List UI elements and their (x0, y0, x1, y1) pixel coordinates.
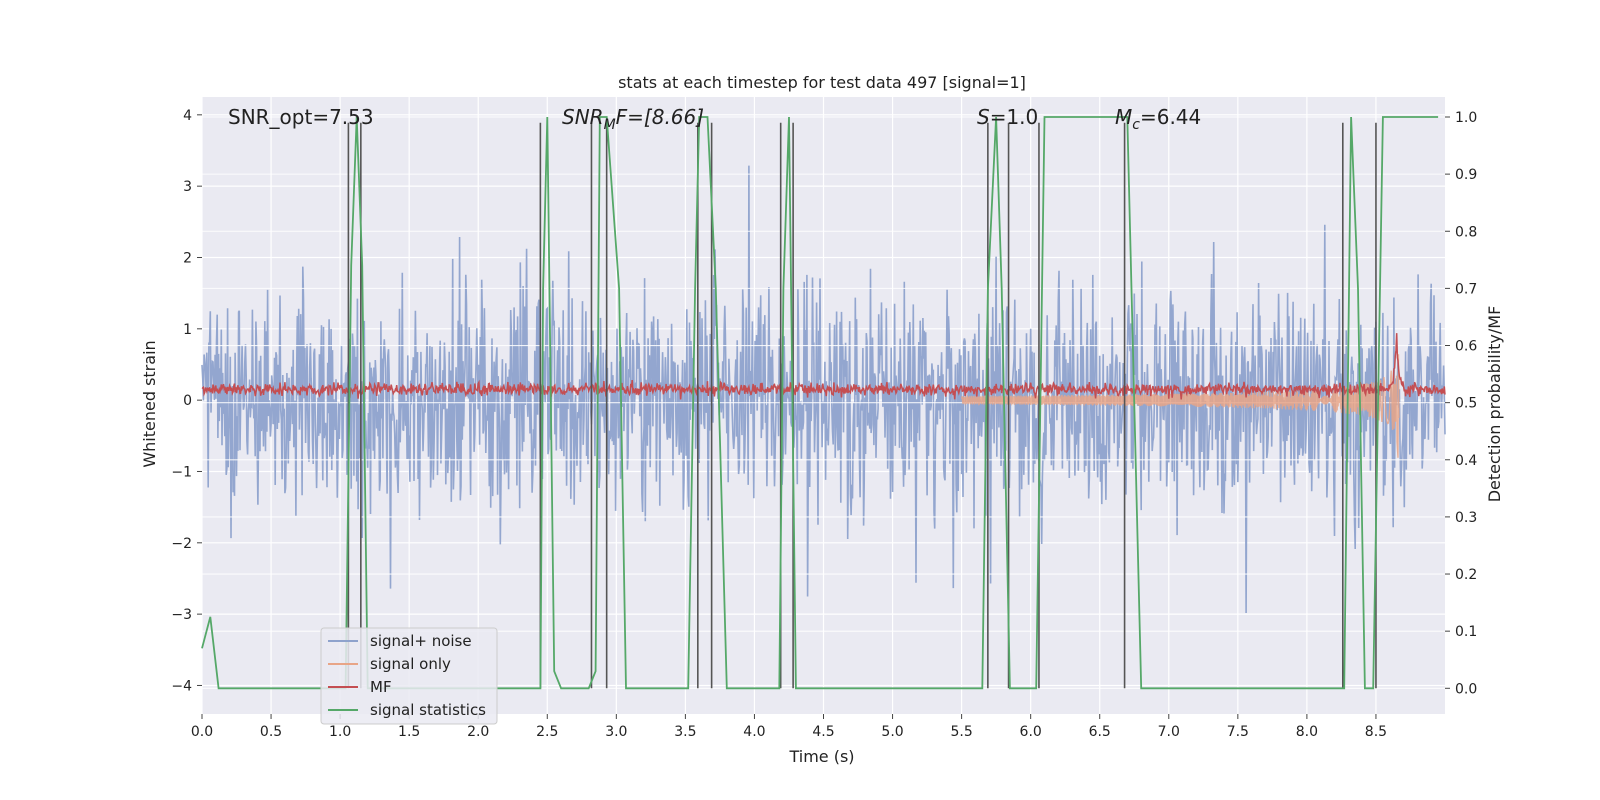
annotation-snr-mf-value: F=[8.66] (616, 105, 704, 129)
x-tick-label: 4.0 (743, 724, 765, 740)
left-y-axis-ticks: 4 3 2 1 0 −1 −2 −3 −4 (171, 108, 202, 694)
annotation-snr-mf-subscript: M (604, 117, 616, 133)
x-axis-ticks: 0.0 0.5 1.0 1.5 2.0 2.5 3.0 3.5 4.0 4.5 5.0 5.5 6.0 6… (191, 714, 1387, 740)
legend-box (320, 627, 498, 725)
right-y-tick-label: 0.1 (1455, 624, 1477, 640)
x-tick-label: 6.5 (1089, 724, 1111, 740)
x-tick-label: 3.5 (674, 724, 696, 740)
left-y-tick-label: 2 (183, 250, 192, 266)
left-y-tick-label: −3 (171, 607, 192, 623)
mf-line (201, 333, 1446, 400)
annotation-s-symbol: S (977, 105, 990, 129)
annotation-mc-value: =6.44 (1140, 105, 1201, 129)
legend-label-signal-noise: signal+ noise (370, 632, 472, 650)
left-y-tick-label: 0 (183, 393, 192, 409)
right-y-tick-label: 0.8 (1455, 224, 1477, 240)
x-tick-label: 6.0 (1020, 724, 1042, 740)
x-tick-label: 0.0 (191, 724, 213, 740)
right-y-tick-label: 0.9 (1455, 167, 1477, 183)
x-tick-label: 0.5 (260, 724, 282, 740)
right-y-tick-label: 1.0 (1455, 110, 1477, 126)
legend-label-signal-only: signal only (370, 655, 451, 673)
left-y-tick-label: −4 (171, 678, 192, 694)
annotation-mc-symbol: M (1115, 105, 1132, 129)
left-y-tick-label: 4 (183, 108, 192, 124)
right-y-axis-ticks: 1.0 0.9 0.8 0.7 0.6 0.5 0.4 0.3 0.2 0.1 0.0 (1445, 110, 1477, 697)
x-tick-label: 8.0 (1296, 724, 1318, 740)
right-y-tick-label: 0.7 (1455, 281, 1477, 297)
chart-title: stats at each timestep for test data 497… (618, 73, 1026, 92)
annotation-mc: Mc=6.44 (1115, 105, 1201, 133)
x-tick-label: 4.5 (812, 724, 834, 740)
left-y-tick-label: −2 (171, 536, 192, 552)
x-tick-label: 5.0 (881, 724, 903, 740)
x-tick-label: 1.0 (329, 724, 351, 740)
x-tick-label: 2.5 (536, 724, 558, 740)
x-tick-label: 5.5 (950, 724, 972, 740)
annotation-mc-subscript: c (1132, 117, 1140, 133)
right-y-tick-label: 0.2 (1455, 567, 1477, 583)
right-y-tick-label: 0.4 (1455, 453, 1477, 469)
annotation-s: S=1.0 (977, 105, 1038, 129)
signal-noise-line (201, 165, 1446, 614)
annotation-snr-mf: SNRMF=[8.66] (562, 105, 704, 133)
left-y-tick-label: 3 (183, 179, 192, 195)
right-y-tick-label: 0.0 (1455, 681, 1477, 697)
legend-label-signal-statistics: signal statistics (370, 701, 486, 719)
x-tick-label: 7.5 (1227, 724, 1249, 740)
x-tick-label: 1.5 (398, 724, 420, 740)
right-y-tick-label: 0.5 (1455, 396, 1477, 412)
x-tick-label: 3.0 (605, 724, 627, 740)
x-tick-label: 2.0 (467, 724, 489, 740)
right-y-tick-label: 0.6 (1455, 339, 1477, 355)
left-y-tick-label: 1 (183, 322, 192, 338)
annotation-snr-mf-symbol: SNR (562, 105, 604, 129)
left-y-tick-label: −1 (171, 464, 192, 480)
right-y-axis-label: Detection probability/MF (1485, 306, 1504, 503)
x-tick-label: 7.0 (1158, 724, 1180, 740)
annotation-snr-opt: SNR_opt=7.53 (228, 105, 374, 129)
annotation-s-value: =1.0 (990, 105, 1039, 129)
mf-series (201, 333, 1446, 400)
signal-noise-series (201, 165, 1446, 614)
legend: signal+ noise signal only MF signal stat… (320, 627, 498, 725)
x-tick-label: 8.5 (1365, 724, 1387, 740)
right-y-tick-label: 0.3 (1455, 510, 1477, 526)
x-axis-label: Time (s) (788, 747, 854, 766)
left-y-axis-label: Whitened strain (140, 340, 159, 467)
legend-label-mf: MF (370, 678, 392, 696)
